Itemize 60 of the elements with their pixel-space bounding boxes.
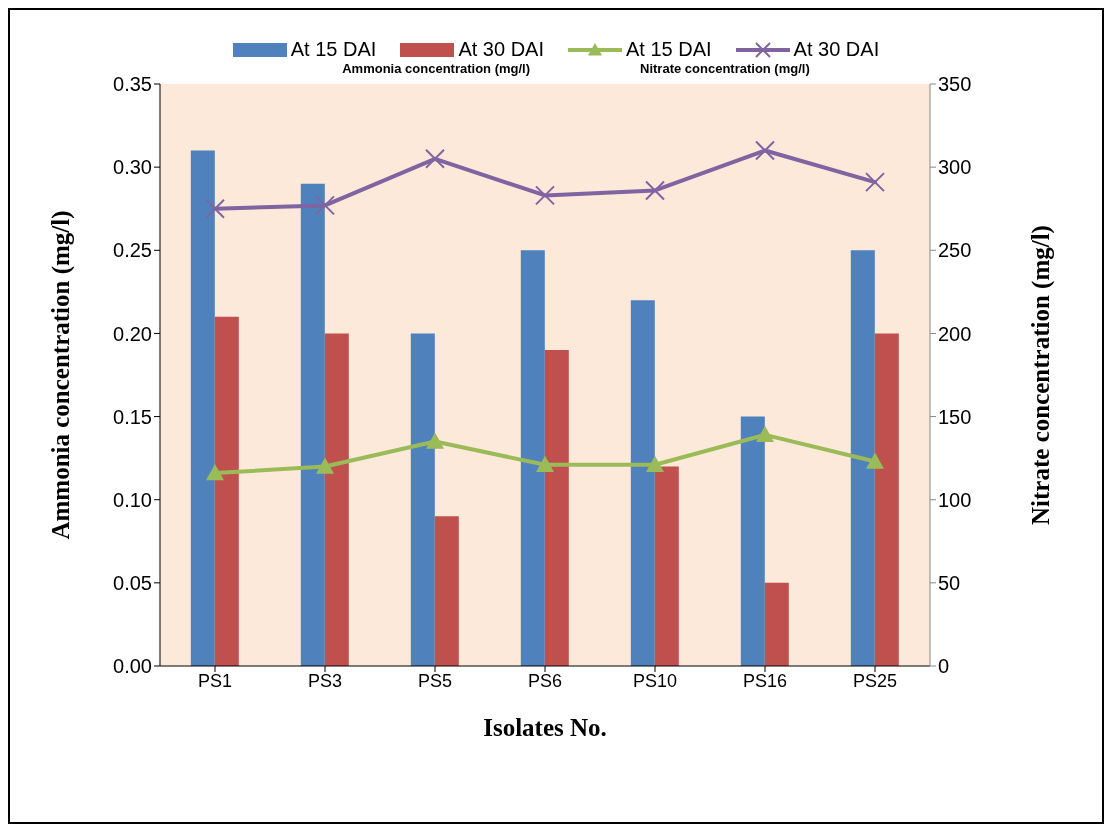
bar	[874, 333, 899, 666]
point	[645, 180, 665, 201]
point	[316, 457, 334, 474]
x-tick-label: PS16	[742, 670, 788, 691]
y-tick-label: 0.25	[113, 239, 152, 262]
y2-axis-title: Nitrate concentration (mg/l)	[1026, 225, 1055, 525]
y2-tick-label: 0	[938, 655, 950, 678]
point	[315, 195, 335, 216]
y-tick-label: 0.00	[113, 655, 152, 678]
bar	[324, 333, 349, 666]
bar	[764, 582, 789, 666]
y-tick-label: 0.30	[113, 156, 152, 179]
y-axis-title: Ammonia concentration (mg/l)	[46, 210, 75, 540]
x-tick-label: PS10	[632, 670, 678, 691]
y-tick-label: 0.20	[113, 322, 152, 345]
y2-tick-label: 300	[938, 156, 972, 179]
bar	[434, 516, 459, 666]
y-tick-label: 0.15	[113, 405, 152, 428]
legend-label: At 30 DAI	[458, 38, 544, 61]
x-tick-label: PS1	[197, 670, 233, 691]
text: Ammonia concentration (mg/l)	[342, 61, 531, 76]
point	[756, 425, 774, 443]
bar	[654, 466, 679, 666]
point	[426, 432, 444, 449]
point	[646, 455, 664, 472]
x-tick-label: PS3	[307, 670, 343, 691]
y2-tick-label: 50	[938, 571, 961, 594]
y2-tick-label: 350	[938, 73, 972, 96]
y2-tick-label: 200	[938, 322, 972, 345]
bar	[520, 250, 545, 666]
bar	[544, 350, 569, 666]
bar	[410, 333, 435, 666]
bar	[214, 316, 239, 666]
y2-tick-label: 150	[938, 405, 972, 428]
point	[865, 172, 885, 193]
point	[755, 140, 775, 161]
y-tick-label: 0.35	[113, 73, 152, 96]
point	[205, 198, 225, 219]
legend-label: At 15 DAI	[626, 38, 712, 61]
y-tick-label: 0.10	[113, 488, 152, 511]
y-tick-label: 0.05	[113, 571, 152, 594]
legend-label: At 15 DAI	[290, 38, 377, 61]
point	[866, 452, 884, 469]
x-tick-label: PS6	[527, 670, 563, 691]
bar	[190, 150, 215, 666]
x-tick-label: PS25	[852, 670, 898, 691]
point	[425, 148, 445, 169]
bar	[740, 416, 765, 666]
bar	[300, 183, 325, 666]
y2-tick-label: 100	[938, 488, 972, 511]
y2-tick-label: 250	[938, 239, 972, 262]
point	[535, 185, 555, 206]
legend-label: At 30 DAI	[793, 38, 880, 61]
point	[206, 464, 224, 481]
text: Nitrate concentration (mg/l)	[640, 61, 810, 76]
bar	[850, 250, 875, 666]
bar	[630, 300, 655, 666]
point	[536, 455, 554, 472]
x-tick-label: PS5	[417, 670, 453, 691]
x-axis-title: Isolates No.	[483, 714, 607, 741]
